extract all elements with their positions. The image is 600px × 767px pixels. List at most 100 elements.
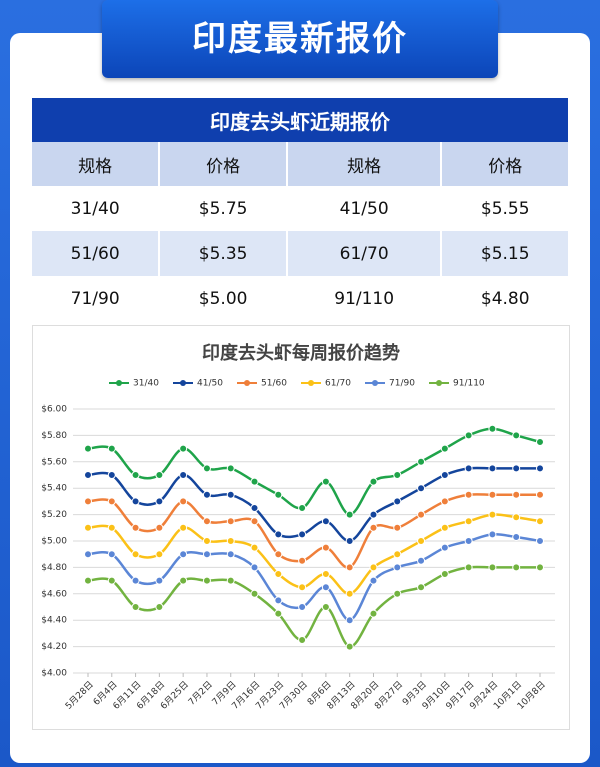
data-point bbox=[226, 550, 235, 559]
table-title: 印度去头虾近期报价 bbox=[32, 98, 570, 142]
legend-label: 31/40 bbox=[133, 379, 159, 389]
data-point bbox=[250, 589, 259, 598]
table-cell: 51/60 bbox=[32, 231, 161, 276]
data-point bbox=[202, 464, 211, 473]
data-point bbox=[393, 550, 402, 559]
data-point bbox=[179, 550, 188, 559]
table-cell: $5.55 bbox=[442, 186, 570, 231]
chart-title: 印度去头虾每周报价趋势 bbox=[202, 342, 400, 364]
data-point bbox=[298, 583, 307, 592]
legend-label: 71/90 bbox=[389, 379, 415, 389]
data-point bbox=[250, 517, 259, 526]
data-point bbox=[131, 471, 140, 479]
data-point bbox=[107, 523, 116, 532]
data-point bbox=[512, 533, 521, 542]
data-point bbox=[488, 490, 497, 499]
data-point bbox=[202, 517, 211, 526]
legend-marker bbox=[180, 380, 186, 386]
data-point bbox=[226, 517, 235, 526]
y-tick-label: $6.00 bbox=[41, 405, 67, 415]
data-point bbox=[298, 603, 307, 611]
x-tick-label: 7月2日 bbox=[186, 679, 215, 708]
data-point bbox=[321, 517, 330, 526]
data-point bbox=[393, 471, 402, 479]
data-point bbox=[417, 484, 426, 493]
legend-label: 91/110 bbox=[453, 379, 485, 389]
data-point bbox=[321, 477, 330, 486]
legend-marker bbox=[436, 380, 442, 386]
data-point bbox=[417, 556, 426, 565]
data-point bbox=[155, 471, 164, 479]
data-point bbox=[440, 543, 449, 552]
table-row: 31/40 $5.75 41/50 $5.55 bbox=[32, 186, 570, 231]
data-point bbox=[84, 550, 92, 559]
data-point bbox=[131, 523, 140, 532]
data-point bbox=[464, 563, 473, 572]
table-cell: 41/50 bbox=[288, 186, 443, 231]
data-point bbox=[464, 464, 473, 473]
data-point bbox=[536, 563, 544, 572]
data-point bbox=[536, 438, 544, 446]
price-table: 印度去头虾近期报价 规格 价格 规格 价格 31/40 $5.75 41/50 $5.55 5… bbox=[32, 98, 570, 321]
data-point bbox=[202, 490, 211, 499]
data-point bbox=[321, 570, 330, 578]
data-point bbox=[488, 530, 497, 539]
legend-label: 41/50 bbox=[197, 379, 223, 389]
column-header: 规格 bbox=[287, 142, 443, 186]
data-point bbox=[440, 523, 449, 532]
data-point bbox=[488, 464, 497, 473]
data-point bbox=[84, 444, 92, 453]
data-point bbox=[298, 556, 307, 565]
data-point bbox=[179, 444, 188, 453]
data-point bbox=[369, 576, 378, 585]
data-point bbox=[417, 457, 426, 466]
data-point bbox=[440, 570, 449, 578]
y-tick-label: $5.60 bbox=[41, 457, 67, 467]
data-point bbox=[488, 563, 497, 572]
data-point bbox=[298, 636, 307, 644]
data-point bbox=[274, 550, 283, 559]
table-cell: $4.80 bbox=[442, 276, 570, 321]
data-point bbox=[393, 563, 402, 572]
data-point bbox=[226, 490, 235, 499]
y-tick-label: $4.40 bbox=[41, 616, 67, 626]
data-point bbox=[202, 550, 211, 559]
data-point bbox=[226, 464, 235, 473]
data-point bbox=[369, 523, 378, 532]
y-tick-label: $4.80 bbox=[41, 563, 67, 573]
data-point bbox=[369, 510, 378, 519]
chart: 印度去头虾每周报价趋势 $4.00 $4.20 $4.40 $4.60 $4.80 $5.… bbox=[41, 342, 555, 712]
data-point bbox=[536, 490, 544, 499]
data-point bbox=[417, 510, 426, 519]
data-point bbox=[440, 444, 449, 453]
data-point bbox=[417, 537, 426, 545]
data-point bbox=[488, 510, 497, 519]
data-point bbox=[155, 603, 164, 611]
data-point bbox=[84, 497, 92, 506]
table-row: 71/90 $5.00 91/110 $4.80 bbox=[32, 276, 570, 321]
data-point bbox=[298, 504, 307, 512]
data-point bbox=[131, 550, 140, 559]
legend-label: 51/60 bbox=[261, 379, 287, 389]
banner-title: 印度最新报价 bbox=[102, 0, 498, 78]
data-point bbox=[202, 576, 211, 585]
data-point bbox=[250, 477, 259, 486]
table-cell: 91/110 bbox=[288, 276, 443, 321]
data-point bbox=[345, 510, 354, 519]
data-point bbox=[131, 497, 140, 506]
data-point bbox=[84, 576, 92, 585]
data-point bbox=[155, 497, 164, 506]
data-point bbox=[536, 537, 544, 545]
column-header: 价格 bbox=[160, 142, 288, 186]
legend-label: 61/70 bbox=[325, 379, 351, 389]
data-point bbox=[512, 513, 521, 522]
data-point bbox=[393, 589, 402, 598]
data-point bbox=[321, 543, 330, 552]
legend-marker bbox=[308, 380, 314, 386]
data-point bbox=[512, 563, 521, 572]
data-point bbox=[155, 576, 164, 585]
data-point bbox=[321, 603, 330, 611]
data-point bbox=[107, 471, 116, 479]
table-row: 51/60 $5.35 61/70 $5.15 bbox=[32, 231, 570, 276]
